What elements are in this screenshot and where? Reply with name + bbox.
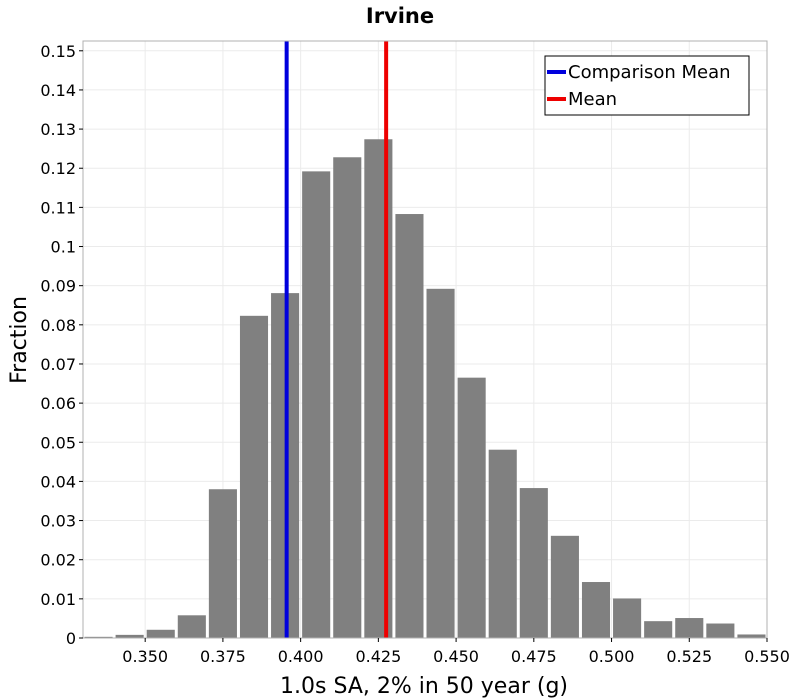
histogram-bar	[84, 636, 113, 638]
histogram-bar	[737, 634, 766, 638]
chart-title: Irvine	[366, 4, 434, 28]
grid-lines	[83, 41, 768, 638]
histogram-bar	[550, 535, 579, 638]
histogram-bar	[302, 171, 331, 638]
x-tick-label: 0.550	[744, 647, 790, 666]
histogram-bar	[644, 621, 673, 638]
y-tick-label: 0.09	[40, 277, 76, 296]
x-axis-ticks: 0.350 0.375 0.400 0.425 0.450 0.475 0.500 0.525…	[122, 638, 790, 666]
histogram-bar	[457, 377, 486, 638]
x-tick-label: 0.500	[589, 647, 635, 666]
y-tick-label: 0.12	[40, 159, 76, 178]
histogram-bar	[115, 634, 144, 638]
histogram-bar	[426, 288, 455, 638]
y-tick-label: 0.06	[40, 394, 76, 413]
y-tick-label: 0.07	[40, 355, 76, 374]
x-tick-label: 0.375	[200, 647, 246, 666]
y-tick-label: 0.03	[40, 512, 76, 531]
plot-frame	[82, 40, 768, 639]
histogram-bar	[146, 629, 175, 638]
x-tick-label: 0.475	[511, 647, 557, 666]
histogram-bar	[208, 489, 237, 638]
legend: Comparison Mean Mean	[544, 55, 750, 116]
y-tick-label: 0.01	[40, 590, 76, 609]
y-tick-label: 0.04	[40, 472, 76, 491]
histogram-bar	[239, 315, 269, 638]
x-tick-label: 0.450	[433, 647, 479, 666]
legend-box	[544, 55, 750, 116]
y-tick-label: 0.08	[40, 316, 76, 335]
histogram-bar	[613, 598, 642, 638]
histogram-bar	[706, 623, 735, 638]
legend-entry: Mean	[568, 89, 617, 110]
mean-lines	[284, 41, 389, 638]
y-tick-label: 0.02	[40, 551, 76, 570]
legend-entry: Comparison Mean	[568, 62, 731, 83]
histogram-bar	[364, 139, 393, 639]
x-tick-label: 0.350	[122, 647, 168, 666]
histogram-bar	[395, 214, 424, 638]
y-tick-label: 0	[66, 629, 76, 648]
x-tick-label: 0.400	[278, 647, 324, 666]
y-tick-label: 0.1	[51, 238, 76, 257]
y-tick-label: 0.15	[40, 42, 76, 61]
x-tick-label: 0.425	[355, 647, 401, 666]
histogram-bars	[84, 139, 766, 639]
x-tick-label: 0.525	[666, 647, 712, 666]
histogram-bar	[519, 488, 548, 638]
histogram-bar	[675, 618, 704, 638]
y-tick-label: 0.11	[40, 198, 76, 217]
y-axis-label: Fraction	[7, 296, 32, 384]
y-tick-label: 0.14	[40, 81, 76, 100]
histogram-bar	[488, 449, 517, 638]
histogram-bar	[333, 157, 362, 639]
histogram-bar	[581, 582, 611, 638]
histogram-bar	[177, 615, 206, 638]
x-axis-label: 1.0s SA, 2% in 50 year (g)	[280, 674, 568, 699]
y-tick-label: 0.05	[40, 433, 76, 452]
y-axis-ticks: 0 0.01 0.02 0.03 0.04 0.05 0.06 0.07 0.08 0.09 0.1…	[40, 42, 83, 648]
y-tick-label: 0.13	[40, 120, 76, 139]
